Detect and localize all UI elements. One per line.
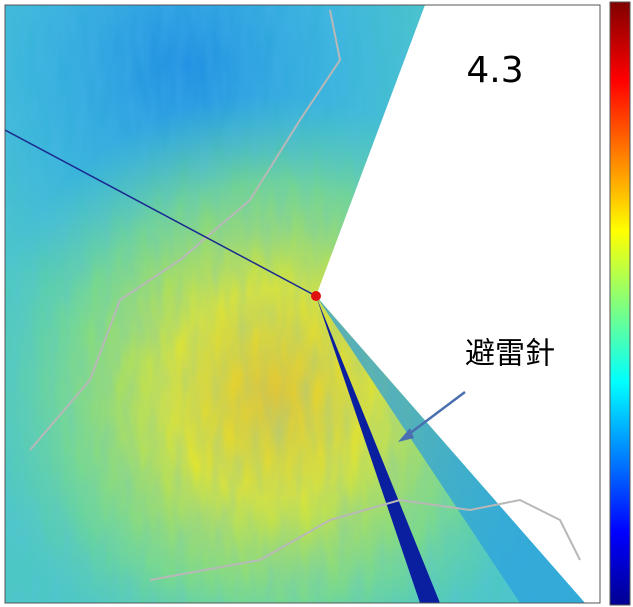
radar-field (5, 5, 600, 603)
page: 4.3 避雷針 (() => { const data = JSON.parse… (0, 0, 633, 607)
colorbar (610, 2, 630, 605)
elevation-label: 4.3 (466, 50, 523, 91)
annotation: 避雷針 (465, 337, 555, 372)
radar-figure: 4.3 避雷針 (0, 0, 633, 607)
